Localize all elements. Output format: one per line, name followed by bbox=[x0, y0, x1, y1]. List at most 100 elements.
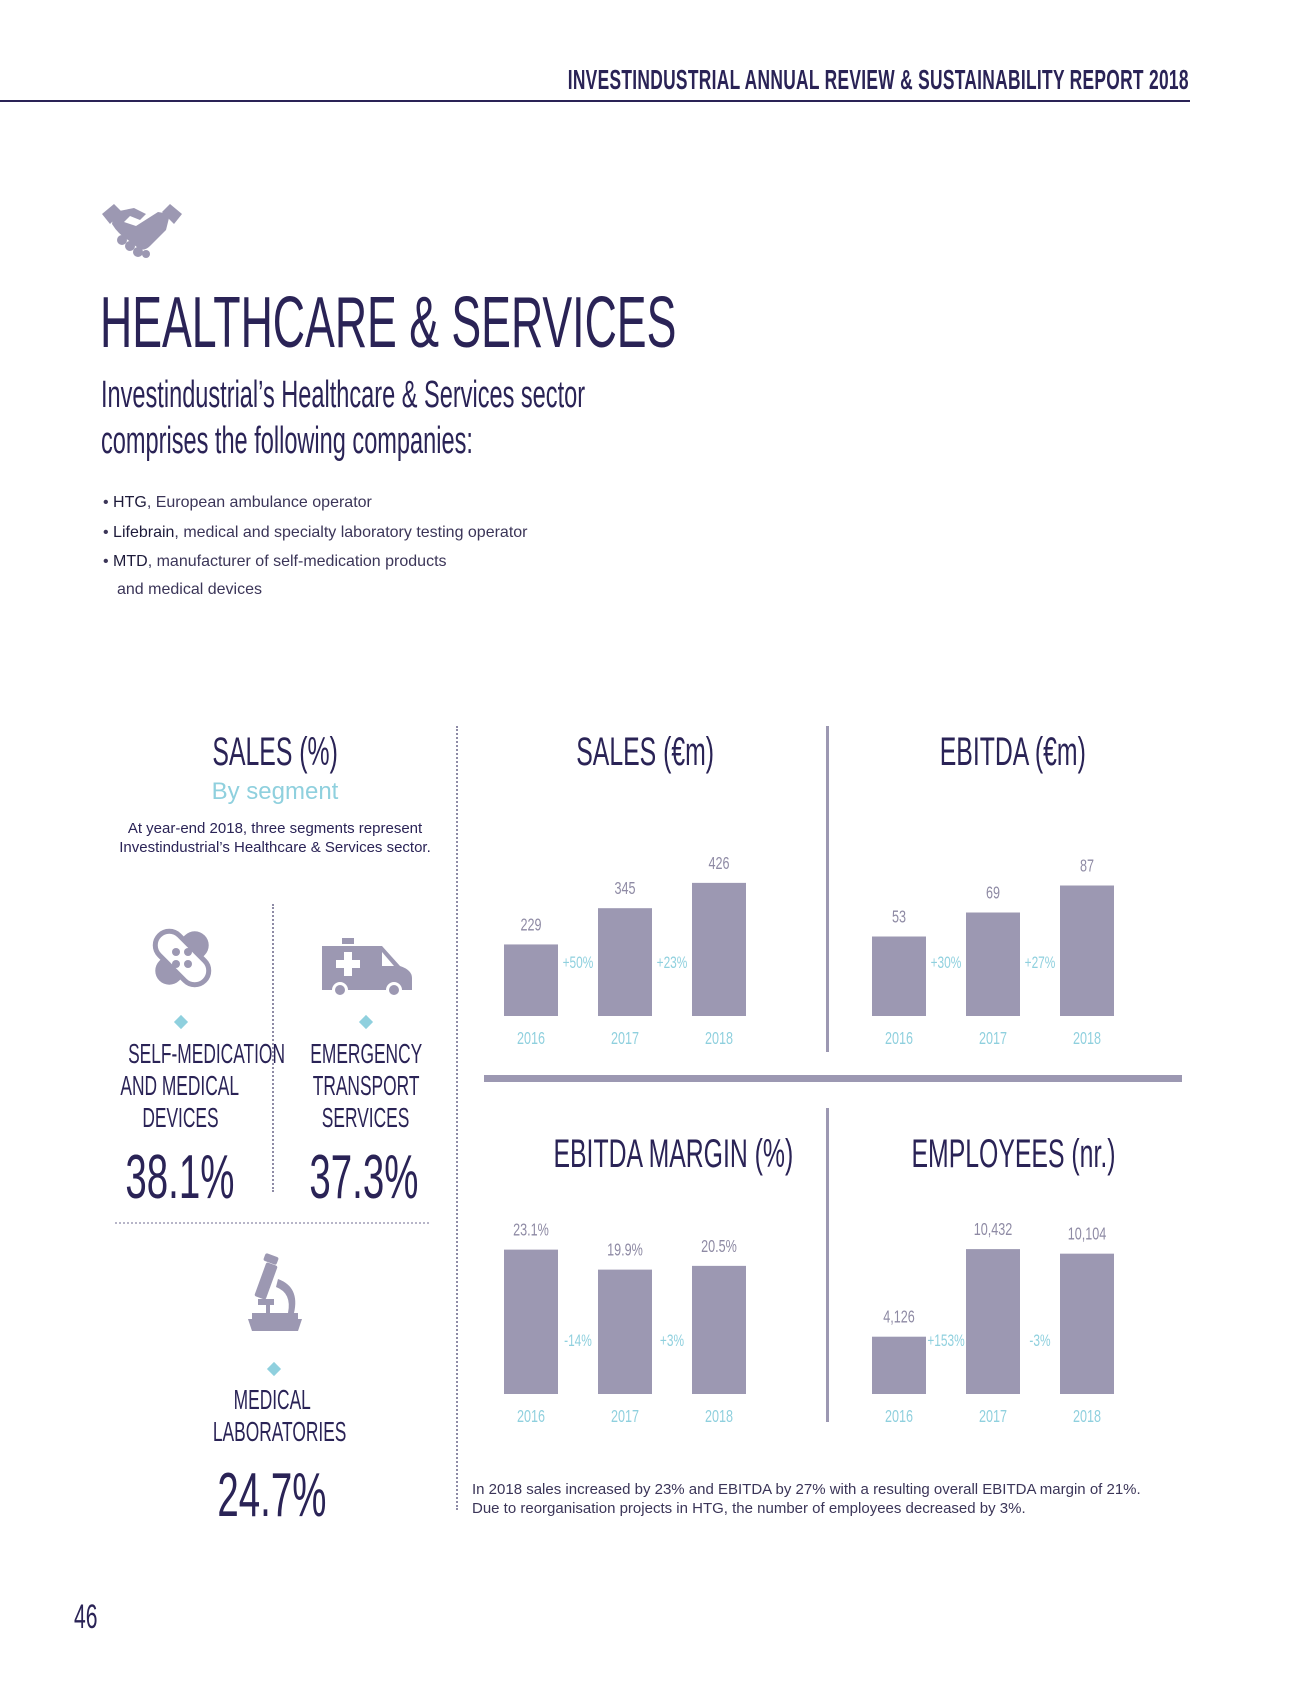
segment-divider-vertical bbox=[272, 904, 274, 1192]
ambulance-icon bbox=[320, 938, 414, 998]
list-item: • Lifebrain, medical and specialty labor… bbox=[103, 524, 528, 541]
company-list: • HTG, European ambulance operator • Lif… bbox=[103, 488, 528, 604]
segments-title-text: SALES (%) bbox=[212, 730, 338, 774]
page-title: HEALTHCARE & SERVICES bbox=[100, 282, 1030, 364]
bar-2016 bbox=[504, 944, 558, 1016]
chart-footnote: In 2018 sales increased by 23% and EBITD… bbox=[472, 1480, 1141, 1518]
company-name: MTD bbox=[113, 553, 148, 570]
chart-title-sales: SALES (€m) bbox=[480, 730, 810, 775]
segment-value-self-medication: 38.1% bbox=[80, 1142, 280, 1213]
bar-value-label: 10,432 bbox=[974, 1220, 1012, 1240]
bar-2016 bbox=[872, 936, 926, 1016]
x-tick-label: 2018 bbox=[1073, 1029, 1101, 1049]
list-item: • HTG, European ambulance operator bbox=[103, 494, 372, 511]
segment-label-line: TRANSPORT bbox=[312, 1070, 420, 1101]
chart-ebitda: 53 2016 69 2017 87 2018 +30% +27% bbox=[872, 856, 1114, 1049]
chart-title-text: EBITDA (€m) bbox=[939, 730, 1087, 774]
segment-label-line: MEDICAL bbox=[233, 1384, 311, 1415]
bar-value-label: 23.1% bbox=[513, 1221, 549, 1241]
growth-label: +153% bbox=[927, 1332, 964, 1351]
bar-value-label: 87 bbox=[1080, 856, 1094, 876]
company-desc-continued: and medical devices bbox=[117, 581, 262, 598]
report-header-text: INVESTINDUSTRIAL ANNUAL REVIEW & SUSTAIN… bbox=[567, 64, 1189, 95]
segment-value-medical-labs: 24.7% bbox=[172, 1460, 372, 1531]
microscope-icon bbox=[244, 1253, 304, 1333]
segments-intro: At year-end 2018, three segments represe… bbox=[100, 819, 450, 857]
handshake-icon bbox=[100, 200, 184, 258]
footnote-line-2: Due to reorganisation projects in HTG, t… bbox=[472, 1500, 1026, 1517]
segment-label-line: EMERGENCY bbox=[310, 1038, 422, 1069]
x-tick-label: 2016 bbox=[885, 1407, 913, 1427]
bar-2016 bbox=[872, 1336, 926, 1394]
growth-label: +30% bbox=[931, 954, 962, 973]
bar-2017 bbox=[598, 1269, 652, 1394]
chart-employees: 4,126 2016 10,432 2017 10,104 2018 +153% -3% bbox=[872, 1220, 1114, 1427]
bar-value-label: 426 bbox=[709, 854, 730, 874]
growth-label: +27% bbox=[1025, 954, 1056, 973]
subtitle-line-2: comprises the following companies: bbox=[101, 420, 473, 462]
chart-sales: 229 2016 345 2017 426 2018 +50% +23% bbox=[504, 854, 746, 1049]
segment-label-line: SELF-MEDICATION bbox=[128, 1038, 285, 1069]
x-tick-label: 2017 bbox=[611, 1029, 639, 1049]
segment-marker-diamond bbox=[358, 1014, 374, 1030]
segment-value-text: 38.1% bbox=[125, 1143, 235, 1212]
chart-divider-horizontal bbox=[484, 1075, 1182, 1082]
chart-title-text: SALES (€m) bbox=[576, 730, 714, 774]
bar-value-label: 10,104 bbox=[1068, 1225, 1107, 1245]
company-desc: , European ambulance operator bbox=[146, 494, 372, 511]
segments-title: SALES (%) bbox=[100, 730, 450, 775]
x-tick-label: 2016 bbox=[885, 1029, 913, 1049]
bar-value-label: 53 bbox=[892, 907, 906, 927]
segment-label-emergency: EMERGENCY TRANSPORT SERVICES bbox=[266, 1038, 466, 1134]
company-name: HTG bbox=[113, 494, 147, 511]
bar-2017 bbox=[966, 912, 1020, 1016]
page-number: 46 bbox=[74, 1598, 112, 1637]
bar-value-label: 20.5% bbox=[701, 1237, 737, 1257]
list-item: • MTD, manufacturer of self-medication p… bbox=[103, 553, 447, 598]
segments-subtitle: By segment bbox=[211, 778, 339, 805]
x-tick-label: 2018 bbox=[705, 1407, 733, 1427]
x-tick-label: 2017 bbox=[979, 1029, 1007, 1049]
x-tick-label: 2017 bbox=[611, 1407, 639, 1427]
x-tick-label: 2016 bbox=[517, 1407, 545, 1427]
segment-divider-horizontal bbox=[115, 1222, 429, 1224]
growth-label: +50% bbox=[563, 954, 594, 973]
segment-label-medical-labs: MEDICAL LABORATORIES bbox=[172, 1384, 372, 1448]
chart-title-ebitda: EBITDA (€m) bbox=[848, 730, 1178, 775]
bar-value-label: 229 bbox=[521, 915, 542, 935]
footnote-line-1: In 2018 sales increased by 23% and EBITD… bbox=[472, 1481, 1141, 1498]
page-title-text: HEALTHCARE & SERVICES bbox=[100, 283, 677, 363]
x-tick-label: 2018 bbox=[1073, 1407, 1101, 1427]
company-desc: , medical and specialty laboratory testi… bbox=[174, 524, 528, 541]
subtitle-line-1: Investindustrial’s Healthcare & Services… bbox=[101, 374, 586, 416]
segment-value-text: 37.3% bbox=[309, 1143, 419, 1212]
segment-label-line: DEVICES bbox=[141, 1102, 219, 1133]
segment-marker-diamond bbox=[173, 1014, 189, 1030]
growth-label: -14% bbox=[564, 1332, 592, 1351]
bar-2016 bbox=[504, 1249, 558, 1394]
bar-value-label: 345 bbox=[615, 879, 636, 899]
bar-value-label: 69 bbox=[986, 883, 1000, 903]
x-tick-label: 2018 bbox=[705, 1029, 733, 1049]
segments-intro-line-2: Investindustrial’s Healthcare & Services… bbox=[119, 839, 431, 856]
section-subtitle: Investindustrial’s Healthcare & Services… bbox=[101, 372, 882, 464]
panel-divider-dotted bbox=[456, 726, 458, 1510]
company-desc: , manufacturer of self-medication produc… bbox=[147, 553, 447, 570]
bar-2018 bbox=[1060, 885, 1114, 1016]
bar-value-label: 19.9% bbox=[607, 1241, 643, 1261]
growth-label: +23% bbox=[657, 954, 688, 973]
company-name: Lifebrain bbox=[113, 524, 175, 541]
x-tick-label: 2017 bbox=[979, 1407, 1007, 1427]
bar-2018 bbox=[1060, 1253, 1114, 1394]
chart-title-text: EBITDA MARGIN (%) bbox=[553, 1132, 794, 1176]
chart-divider-top bbox=[826, 726, 829, 1052]
chart-divider-bottom bbox=[826, 1108, 829, 1422]
segment-marker-diamond bbox=[266, 1361, 282, 1377]
segment-value-text: 24.7% bbox=[217, 1461, 327, 1530]
growth-label: +3% bbox=[660, 1332, 684, 1351]
bandage-icon bbox=[146, 922, 218, 994]
page-number-text: 46 bbox=[74, 1598, 98, 1636]
x-tick-label: 2016 bbox=[517, 1029, 545, 1049]
chart-title-text: EMPLOYEES (nr.) bbox=[911, 1132, 1115, 1176]
bar-value-label: 4,126 bbox=[883, 1308, 914, 1328]
